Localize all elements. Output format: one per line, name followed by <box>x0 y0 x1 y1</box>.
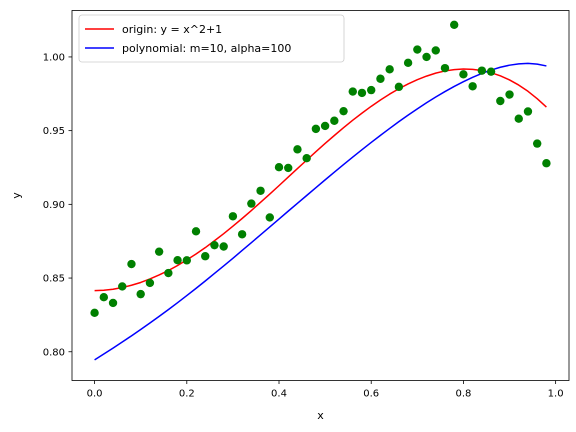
data-point <box>320 121 330 131</box>
data-point <box>164 268 173 278</box>
data-point <box>532 139 542 148</box>
plot-area <box>71 10 570 381</box>
data-point <box>542 159 551 168</box>
data-point <box>523 107 533 116</box>
x-tick-label: 0.8 <box>455 389 471 400</box>
data-point <box>265 213 274 222</box>
data-point <box>339 106 348 116</box>
data-point <box>330 116 339 125</box>
data-point <box>228 212 238 221</box>
x-tick-label: 0.2 <box>179 389 195 400</box>
data-point <box>496 96 505 106</box>
y-axis-label: y <box>10 192 23 199</box>
data-point <box>385 65 394 74</box>
data-point <box>256 186 265 195</box>
y-tick-label: 0.95 <box>43 126 65 137</box>
data-point <box>505 90 514 99</box>
data-point <box>486 67 496 76</box>
data-point <box>154 247 164 256</box>
y-axis-ticks: 0.80 0.85 0.90 0.95 1.00 <box>43 52 72 358</box>
y-tick-label: 0.85 <box>43 274 65 285</box>
data-point <box>284 163 293 173</box>
data-point <box>145 278 155 288</box>
axes-frame <box>71 10 570 381</box>
data-point <box>394 82 404 92</box>
data-point <box>127 259 136 269</box>
data-point <box>413 45 422 54</box>
data-point <box>191 227 201 236</box>
series-line-polynomial <box>94 62 547 361</box>
legend: origin: y = x^2+1 polynomial: m=10, alph… <box>78 14 345 63</box>
x-tick-label: 0.4 <box>271 389 287 400</box>
data-point <box>403 58 413 68</box>
data-point <box>367 85 376 95</box>
x-axis-ticks: 0.0 0.2 0.4 0.6 0.8 1.0 <box>87 380 564 400</box>
data-point <box>357 88 367 98</box>
data-point <box>90 308 99 318</box>
data-point <box>431 46 440 55</box>
x-tick-label: 1.0 <box>548 389 564 400</box>
data-point <box>302 154 311 163</box>
data-point <box>311 124 321 134</box>
data-point <box>247 199 256 208</box>
series-layer <box>90 20 551 361</box>
data-point <box>274 163 284 172</box>
data-point <box>219 242 228 251</box>
x-axis-label: x <box>317 409 324 422</box>
legend-label-origin: origin: y = x^2+1 <box>122 23 222 36</box>
legend-label-polynomial: polynomial: m=10, alpha=100 <box>122 42 291 55</box>
data-point <box>450 20 459 29</box>
data-point <box>237 230 247 239</box>
data-point <box>118 282 127 291</box>
data-point <box>376 74 385 83</box>
data-point <box>459 70 468 79</box>
data-point <box>136 289 145 299</box>
data-point <box>477 66 487 75</box>
y-tick-label: 0.80 <box>43 347 65 358</box>
x-tick-label: 0.6 <box>363 389 379 400</box>
data-point <box>201 252 210 261</box>
y-tick-label: 1.00 <box>43 52 65 63</box>
data-point <box>108 298 118 308</box>
y-tick-label: 0.90 <box>43 200 65 211</box>
data-point <box>182 256 191 265</box>
legend-frame <box>78 14 345 63</box>
data-point <box>293 145 302 154</box>
data-point <box>422 52 431 62</box>
x-tick-label: 0.0 <box>87 389 103 400</box>
data-point <box>348 87 357 96</box>
data-point <box>468 82 477 91</box>
data-point <box>210 240 219 250</box>
data-point <box>99 293 109 302</box>
data-point <box>173 256 182 265</box>
data-point <box>440 63 450 73</box>
data-point <box>514 114 523 123</box>
